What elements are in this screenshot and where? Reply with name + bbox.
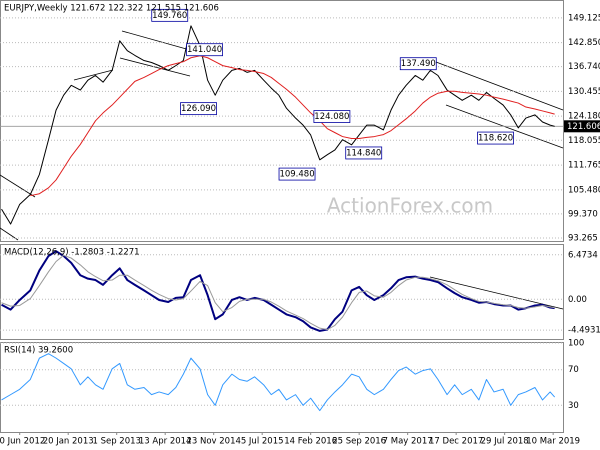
annotation-label: 109.480 bbox=[279, 170, 314, 180]
y-tick-label: 100 bbox=[568, 339, 584, 349]
annotation-box bbox=[399, 57, 437, 71]
x-tick-label: 5 Jul 2015 bbox=[241, 437, 284, 447]
annotation-box bbox=[313, 110, 351, 123]
trend-line bbox=[435, 61, 564, 111]
annotation-label: 141.040 bbox=[187, 45, 222, 55]
x-tick-label: 25 Sep 2016 bbox=[332, 437, 386, 447]
series-line bbox=[1, 254, 555, 331]
annotation-label: 114.840 bbox=[346, 148, 381, 158]
y-tick-label: 124.180 bbox=[568, 112, 600, 122]
price-panel bbox=[0, 0, 564, 242]
last-price-label: 121.606 bbox=[567, 122, 600, 132]
rsi-panel bbox=[0, 342, 564, 433]
trend-line bbox=[429, 276, 564, 310]
trend-line bbox=[73, 69, 114, 81]
annotation-label: 149.760 bbox=[152, 11, 187, 21]
trend-line bbox=[121, 30, 191, 51]
annotation-box bbox=[151, 8, 189, 22]
annotation-box bbox=[180, 102, 217, 116]
x-tick-label: 29 Jul 2018 bbox=[481, 437, 529, 447]
x-tick-label: 1 Sep 2013 bbox=[92, 437, 140, 447]
x-tick-label: 7 May 2017 bbox=[383, 437, 433, 447]
annotation-label: 124.080 bbox=[314, 112, 349, 122]
y-tick-label: 149.125 bbox=[568, 13, 600, 23]
trend-line bbox=[0, 174, 36, 198]
panel-title: MACD(12,26,9) -1.2803 -1.2271 bbox=[4, 248, 140, 258]
y-tick-label: 111.765 bbox=[568, 161, 600, 171]
y-tick-label: 93.265 bbox=[568, 233, 598, 243]
y-tick-label: 130.455 bbox=[568, 87, 600, 97]
series-line bbox=[1, 353, 556, 412]
x-tick-label: 10 Mar 2019 bbox=[526, 437, 580, 447]
series-line bbox=[30, 55, 555, 197]
y-tick-label: 6.4734 bbox=[568, 250, 598, 260]
x-tick-label: 23 Nov 2014 bbox=[186, 437, 240, 447]
annotation-box bbox=[477, 131, 514, 145]
annotation-label: 118.620 bbox=[478, 134, 513, 144]
x-tick-label: 13 Apr 2014 bbox=[139, 437, 192, 447]
y-tick-label: 136.740 bbox=[568, 62, 600, 72]
x-tick-label: 10 Jun 2012 bbox=[0, 437, 45, 447]
y-tick-label: 70 bbox=[568, 365, 579, 375]
watermark: ActionForex.com bbox=[327, 194, 493, 218]
y-tick-label: 0.00 bbox=[568, 295, 587, 305]
series-line bbox=[1, 250, 555, 332]
y-tick-label: 118.055 bbox=[568, 136, 600, 146]
last-price-box bbox=[564, 120, 600, 133]
annotation-box bbox=[278, 167, 316, 181]
y-tick-label: 30 bbox=[568, 401, 579, 411]
annotation-box bbox=[345, 146, 383, 160]
annotation-label: 126.090 bbox=[181, 104, 216, 114]
annotation-label: 137.490 bbox=[401, 59, 436, 69]
y-tick-label: -4.4931 bbox=[568, 326, 600, 336]
x-tick-label: 14 Feb 2016 bbox=[284, 437, 337, 447]
y-tick-label: 142.850 bbox=[568, 38, 600, 48]
trend-line bbox=[119, 57, 191, 77]
macd-panel bbox=[0, 244, 564, 340]
y-tick-label: 99.370 bbox=[568, 209, 598, 219]
panel-title: EURJPY,Weekly 121.672 122.322 121.515 12… bbox=[4, 4, 219, 14]
x-tick-label: 20 Jan 2013 bbox=[43, 437, 94, 447]
panel-title: RSI(14) 39.2600 bbox=[4, 346, 73, 356]
x-tick-label: 17 Dec 2017 bbox=[429, 437, 483, 447]
y-tick-label: 105.480 bbox=[568, 185, 600, 195]
annotation-box bbox=[186, 43, 223, 57]
series-line bbox=[1, 25, 555, 225]
